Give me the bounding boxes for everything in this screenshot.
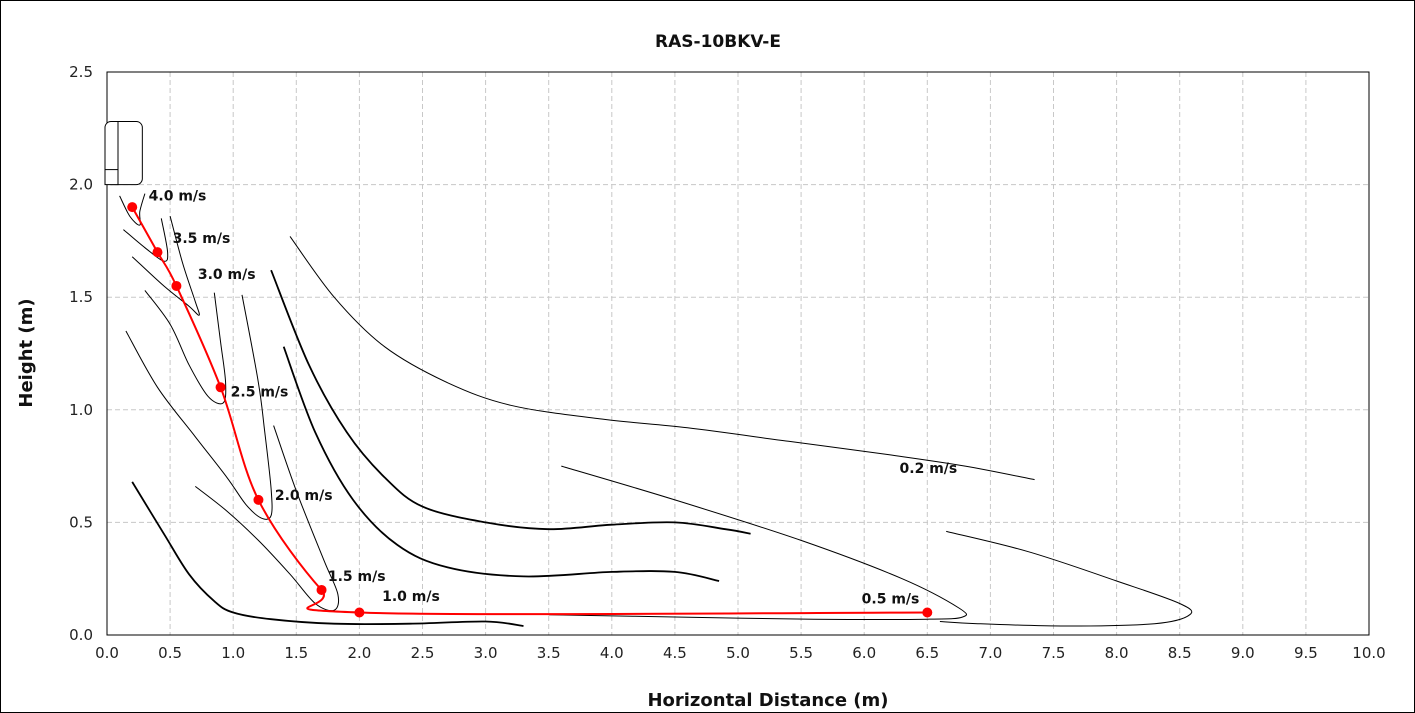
y-axis-label: Height (m) bbox=[16, 298, 37, 407]
x-tick-label: 8.5 bbox=[1168, 644, 1192, 662]
trajectory-point bbox=[354, 607, 365, 618]
x-tick-label: 5.0 bbox=[726, 644, 750, 662]
plot-border bbox=[106, 71, 1370, 636]
y-tick-label: 1.0 bbox=[69, 401, 93, 419]
y-tick-label: 0.0 bbox=[69, 626, 93, 644]
x-tick-label: 0.5 bbox=[158, 644, 182, 662]
y-tick-label: 1.5 bbox=[69, 288, 93, 306]
velocity-contour-line bbox=[289, 236, 1035, 481]
y-tick-label: 0.5 bbox=[69, 513, 93, 531]
velocity-label: 2.0 m/s bbox=[275, 488, 333, 504]
velocity-label: 0.2 m/s bbox=[900, 461, 958, 477]
unit-outline bbox=[104, 121, 143, 186]
x-tick-label: 2.0 bbox=[347, 644, 371, 662]
y-tick-label: 2.5 bbox=[69, 63, 93, 81]
x-tick-label: 10.0 bbox=[1352, 644, 1385, 662]
velocity-contour-line bbox=[131, 481, 524, 627]
x-axis-label: Horizontal Distance (m) bbox=[647, 690, 888, 711]
velocity-contour-line bbox=[548, 465, 967, 620]
trajectory-line bbox=[131, 206, 928, 616]
x-tick-label: 9.5 bbox=[1294, 644, 1318, 662]
trajectory-point bbox=[253, 494, 264, 505]
velocity-contour-line bbox=[131, 215, 200, 316]
x-tick-label: 3.0 bbox=[474, 644, 498, 662]
x-tick-label: 1.0 bbox=[221, 644, 245, 662]
velocity-label: 2.5 m/s bbox=[231, 384, 289, 400]
trajectory-point bbox=[171, 280, 182, 291]
chart-title: RAS-10BKV-E bbox=[655, 32, 781, 52]
x-tick-label: 6.0 bbox=[852, 644, 876, 662]
velocity-contour-line bbox=[270, 269, 751, 535]
velocity-label: 3.0 m/s bbox=[198, 267, 256, 283]
x-tick-label: 8.0 bbox=[1105, 644, 1129, 662]
velocity-contour-line bbox=[144, 290, 227, 405]
x-tick-label: 6.5 bbox=[915, 644, 939, 662]
trajectory-point bbox=[215, 382, 226, 393]
plot-area: 0.0 0.5 1.0 1.5 2.0 2.5 3.0 3.5 4.0 4.5 5.0 5.5 6.0 6… bbox=[69, 63, 1386, 662]
trajectory-point bbox=[922, 607, 933, 618]
trajectory-point bbox=[152, 247, 163, 258]
trajectory-point bbox=[316, 584, 327, 595]
x-tick-label: 7.5 bbox=[1042, 644, 1066, 662]
x-tick-label: 0.0 bbox=[95, 644, 119, 662]
x-tick-label: 9.0 bbox=[1231, 644, 1255, 662]
velocity-label: 1.5 m/s bbox=[328, 569, 386, 585]
trajectory-point bbox=[127, 202, 138, 213]
velocity-label: 0.5 m/s bbox=[862, 591, 920, 607]
velocity-contour-line bbox=[119, 193, 146, 226]
velocity-label: 3.5 m/s bbox=[173, 231, 231, 247]
x-tick-label: 5.5 bbox=[789, 644, 813, 662]
velocity-label: 1.0 m/s bbox=[382, 589, 440, 605]
velocity-contour-line bbox=[125, 294, 273, 520]
velocity-label: 4.0 m/s bbox=[149, 188, 207, 204]
unit-outlet bbox=[104, 169, 119, 186]
x-tick-label: 4.0 bbox=[600, 644, 624, 662]
velocity-contour-line bbox=[939, 530, 1193, 627]
x-tick-label: 7.0 bbox=[978, 644, 1002, 662]
velocity-contour-line bbox=[282, 346, 720, 582]
x-tick-label: 4.5 bbox=[663, 644, 687, 662]
x-tick-label: 3.5 bbox=[537, 644, 561, 662]
x-tick-label: 2.5 bbox=[411, 644, 435, 662]
x-tick-label: 1.5 bbox=[284, 644, 308, 662]
y-tick-label: 2.0 bbox=[69, 176, 93, 194]
